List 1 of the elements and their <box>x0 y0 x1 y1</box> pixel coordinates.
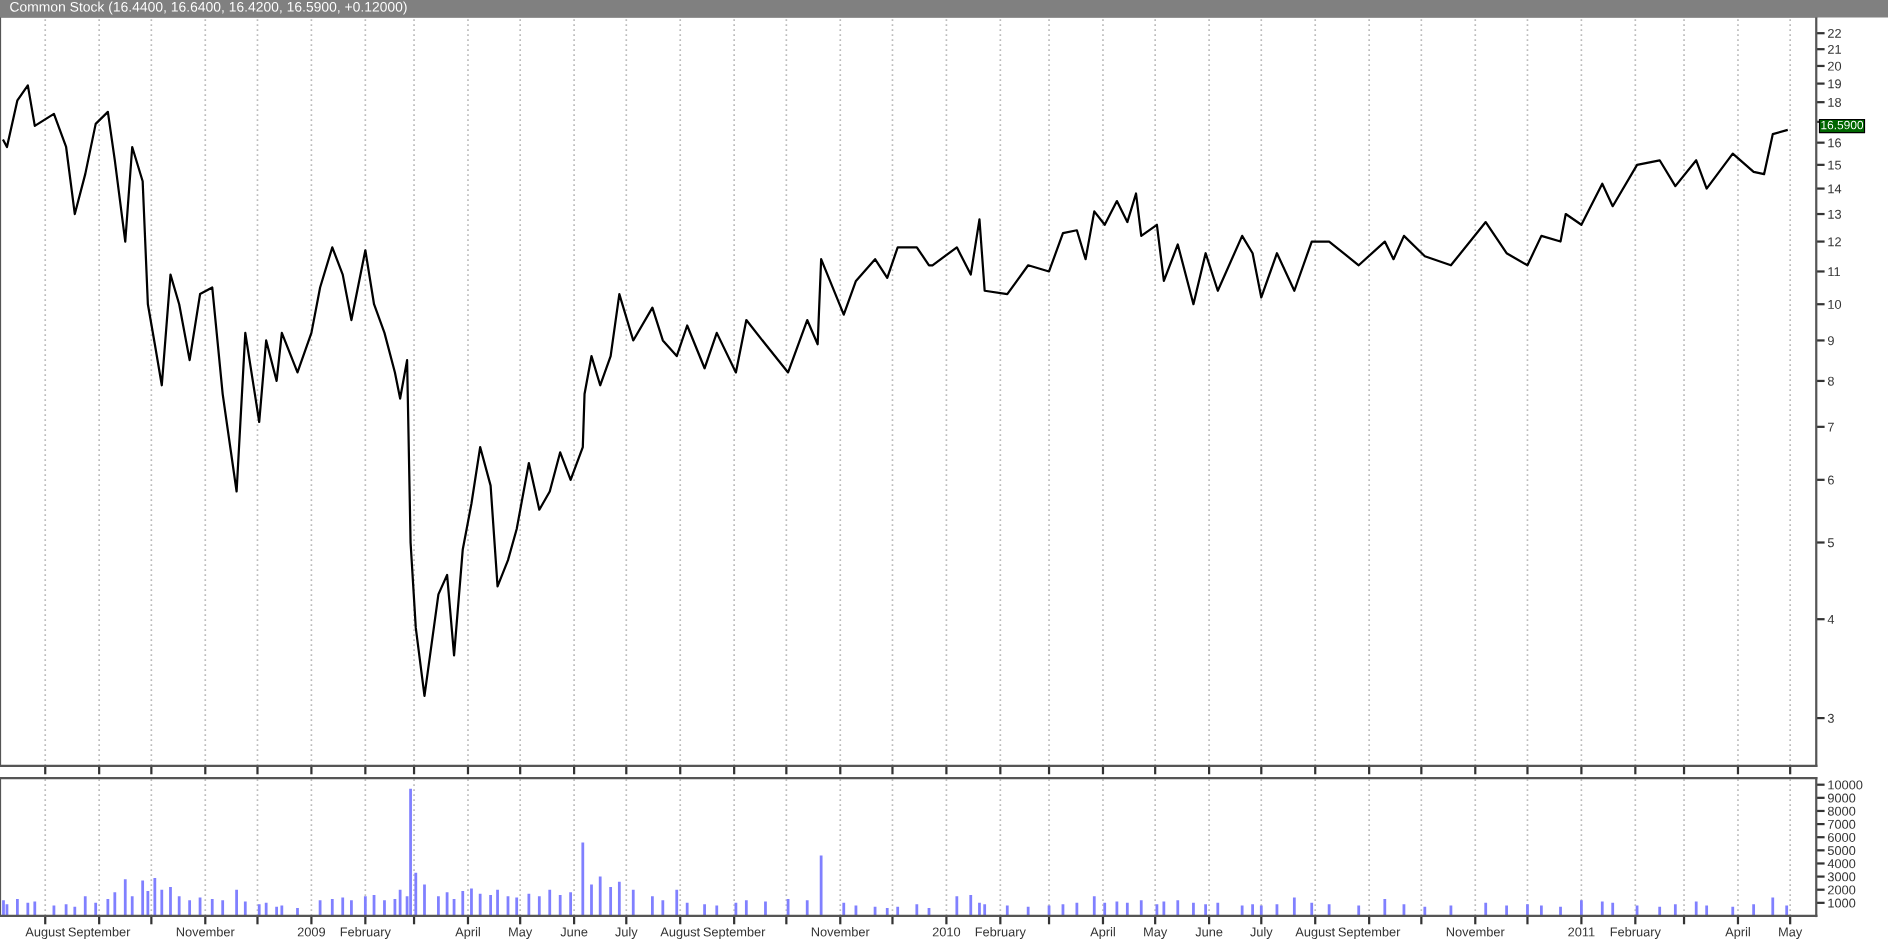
line-series <box>2 84 1788 698</box>
